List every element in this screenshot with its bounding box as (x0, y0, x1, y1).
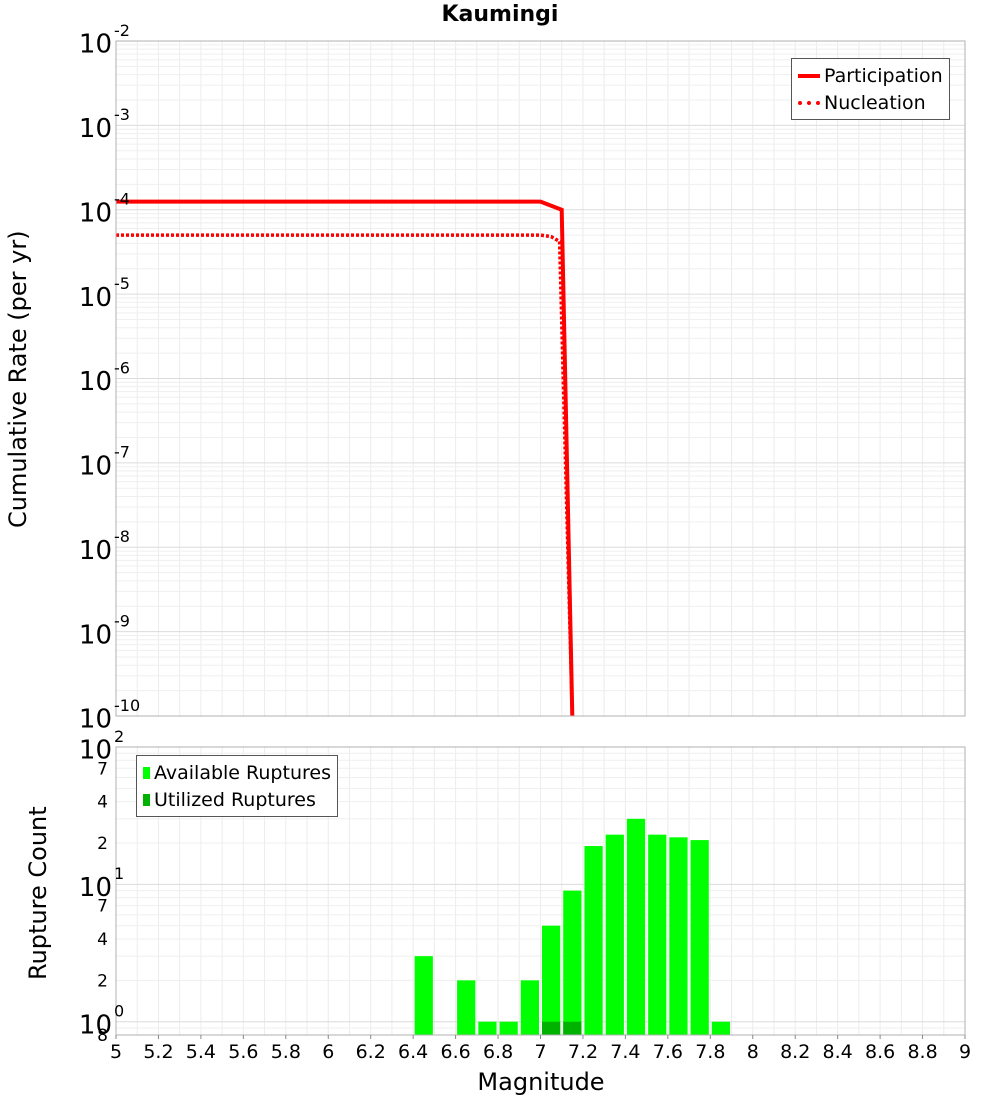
top-y-tick-label: 10 (79, 705, 112, 735)
available-bar (584, 846, 603, 1035)
available-bar (478, 1021, 497, 1035)
x-tick-label: 7.2 (568, 1041, 598, 1063)
top-y-tick-label: 10 (79, 283, 112, 313)
x-tick-label: 5.2 (143, 1041, 173, 1063)
bottom-y-tick-label: 10 (79, 1010, 112, 1040)
series-line-participation (116, 199, 575, 717)
legend-label-nucleation: Nucleation (824, 91, 926, 114)
bottom-y-tick-label: 4 (97, 930, 108, 950)
legend-item-nucleation: Nucleation (798, 89, 943, 116)
legend-label-utilized: Utilized Ruptures (154, 788, 316, 811)
available-bar (626, 818, 646, 1035)
x-tick-label: 8.6 (865, 1041, 895, 1063)
available-bar (457, 980, 476, 1035)
top-y-tick-label: 10 (79, 452, 112, 482)
x-tick-label: 7.4 (610, 1041, 640, 1063)
available-bar (542, 925, 561, 1035)
available-bar (690, 840, 709, 1035)
x-tick-label: 8.4 (823, 1041, 853, 1063)
top-y-tick-label-exponent: -6 (114, 358, 130, 377)
top-y-tick-label-exponent: -8 (114, 527, 130, 546)
legend-item-participation: Participation (798, 62, 943, 89)
top-y-tick-label-exponent: -2 (114, 21, 130, 40)
top-y-tick-label: 10 (79, 30, 112, 60)
top-y-tick-label-exponent: -7 (114, 443, 130, 462)
top-y-tick-label: 10 (79, 367, 112, 397)
x-tick-label: 7.6 (653, 1041, 683, 1063)
available-bar (520, 980, 539, 1035)
available-bar (648, 834, 667, 1035)
top-y-tick-label: 10 (79, 620, 112, 650)
legend-label-participation: Participation (824, 64, 943, 87)
available-swatch (143, 766, 150, 779)
available-bar (414, 956, 433, 1035)
legend-label-available: Available Ruptures (154, 761, 331, 784)
available-bar (669, 837, 688, 1035)
legend-item-available: Available Ruptures (143, 759, 331, 786)
bottom-y-tick-label: 10 (79, 736, 112, 766)
bottom-y-tick-label-exponent: 2 (114, 727, 124, 746)
top-y-tick-label: 10 (79, 198, 112, 228)
bottom-y-tick-label: 2 (97, 834, 108, 854)
x-tick-label: 5 (110, 1041, 122, 1063)
bottom-y-tick-label: 7 (97, 759, 108, 779)
x-tick-label: 7.8 (695, 1041, 725, 1063)
x-tick-label: 8 (747, 1041, 759, 1063)
bottom-y-tick-label: 8 (97, 1026, 108, 1046)
top-y-tick-label: 10 (79, 114, 112, 144)
top-legend: Participation Nucleation (791, 58, 950, 120)
top-y-tick-label-exponent: -9 (114, 611, 130, 630)
x-axis-label: Magnitude (477, 1068, 605, 1096)
available-bar (499, 1021, 518, 1035)
bottom-y-tick-label-exponent: 1 (114, 864, 124, 883)
utilized-bar (563, 1021, 582, 1035)
bottom-y-tick-label: 7 (97, 897, 108, 917)
legend-item-utilized: Utilized Ruptures (143, 786, 331, 813)
x-tick-label: 6.6 (440, 1041, 470, 1063)
bottom-y-tick-label: 2 (97, 971, 108, 991)
x-tick-label: 8.8 (907, 1041, 937, 1063)
nucleation-swatch (798, 100, 820, 105)
bottom-legend: Available Ruptures Utilized Ruptures (136, 755, 338, 817)
top-y-tick-label-exponent: -3 (114, 105, 130, 124)
series-line-nucleation (116, 233, 575, 717)
x-tick-label: 6.8 (483, 1041, 513, 1063)
top-y-tick-label-exponent: -5 (114, 274, 130, 293)
x-tick-label: 6 (322, 1041, 334, 1063)
utilized-swatch (143, 793, 150, 806)
utilized-bar (542, 1021, 561, 1035)
participation-swatch (798, 73, 820, 78)
available-bar (605, 834, 624, 1035)
top-y-tick-label-exponent: -4 (114, 190, 130, 209)
bottom-y-tick-label: 4 (97, 793, 108, 813)
top-plot-frame (115, 40, 966, 717)
available-bar (563, 890, 582, 1035)
chart-title: Kaumingi (441, 2, 559, 27)
available-bar (711, 1021, 731, 1035)
x-tick-label: 8.2 (780, 1041, 810, 1063)
x-tick-label: 5.6 (228, 1041, 258, 1063)
x-tick-label: 6.4 (398, 1041, 428, 1063)
x-tick-label: 5.8 (271, 1041, 301, 1063)
top-y-tick-label: 10 (79, 536, 112, 566)
top-y-tick-label-exponent: -10 (114, 696, 140, 715)
x-tick-label: 6.2 (356, 1041, 386, 1063)
bottom-y-tick-label: 10 (79, 873, 112, 903)
x-tick-label: 5.4 (186, 1041, 216, 1063)
bottom-y-tick-label-exponent: 0 (114, 1001, 124, 1020)
x-tick-label: 9 (959, 1041, 971, 1063)
x-tick-label: 7 (534, 1041, 546, 1063)
